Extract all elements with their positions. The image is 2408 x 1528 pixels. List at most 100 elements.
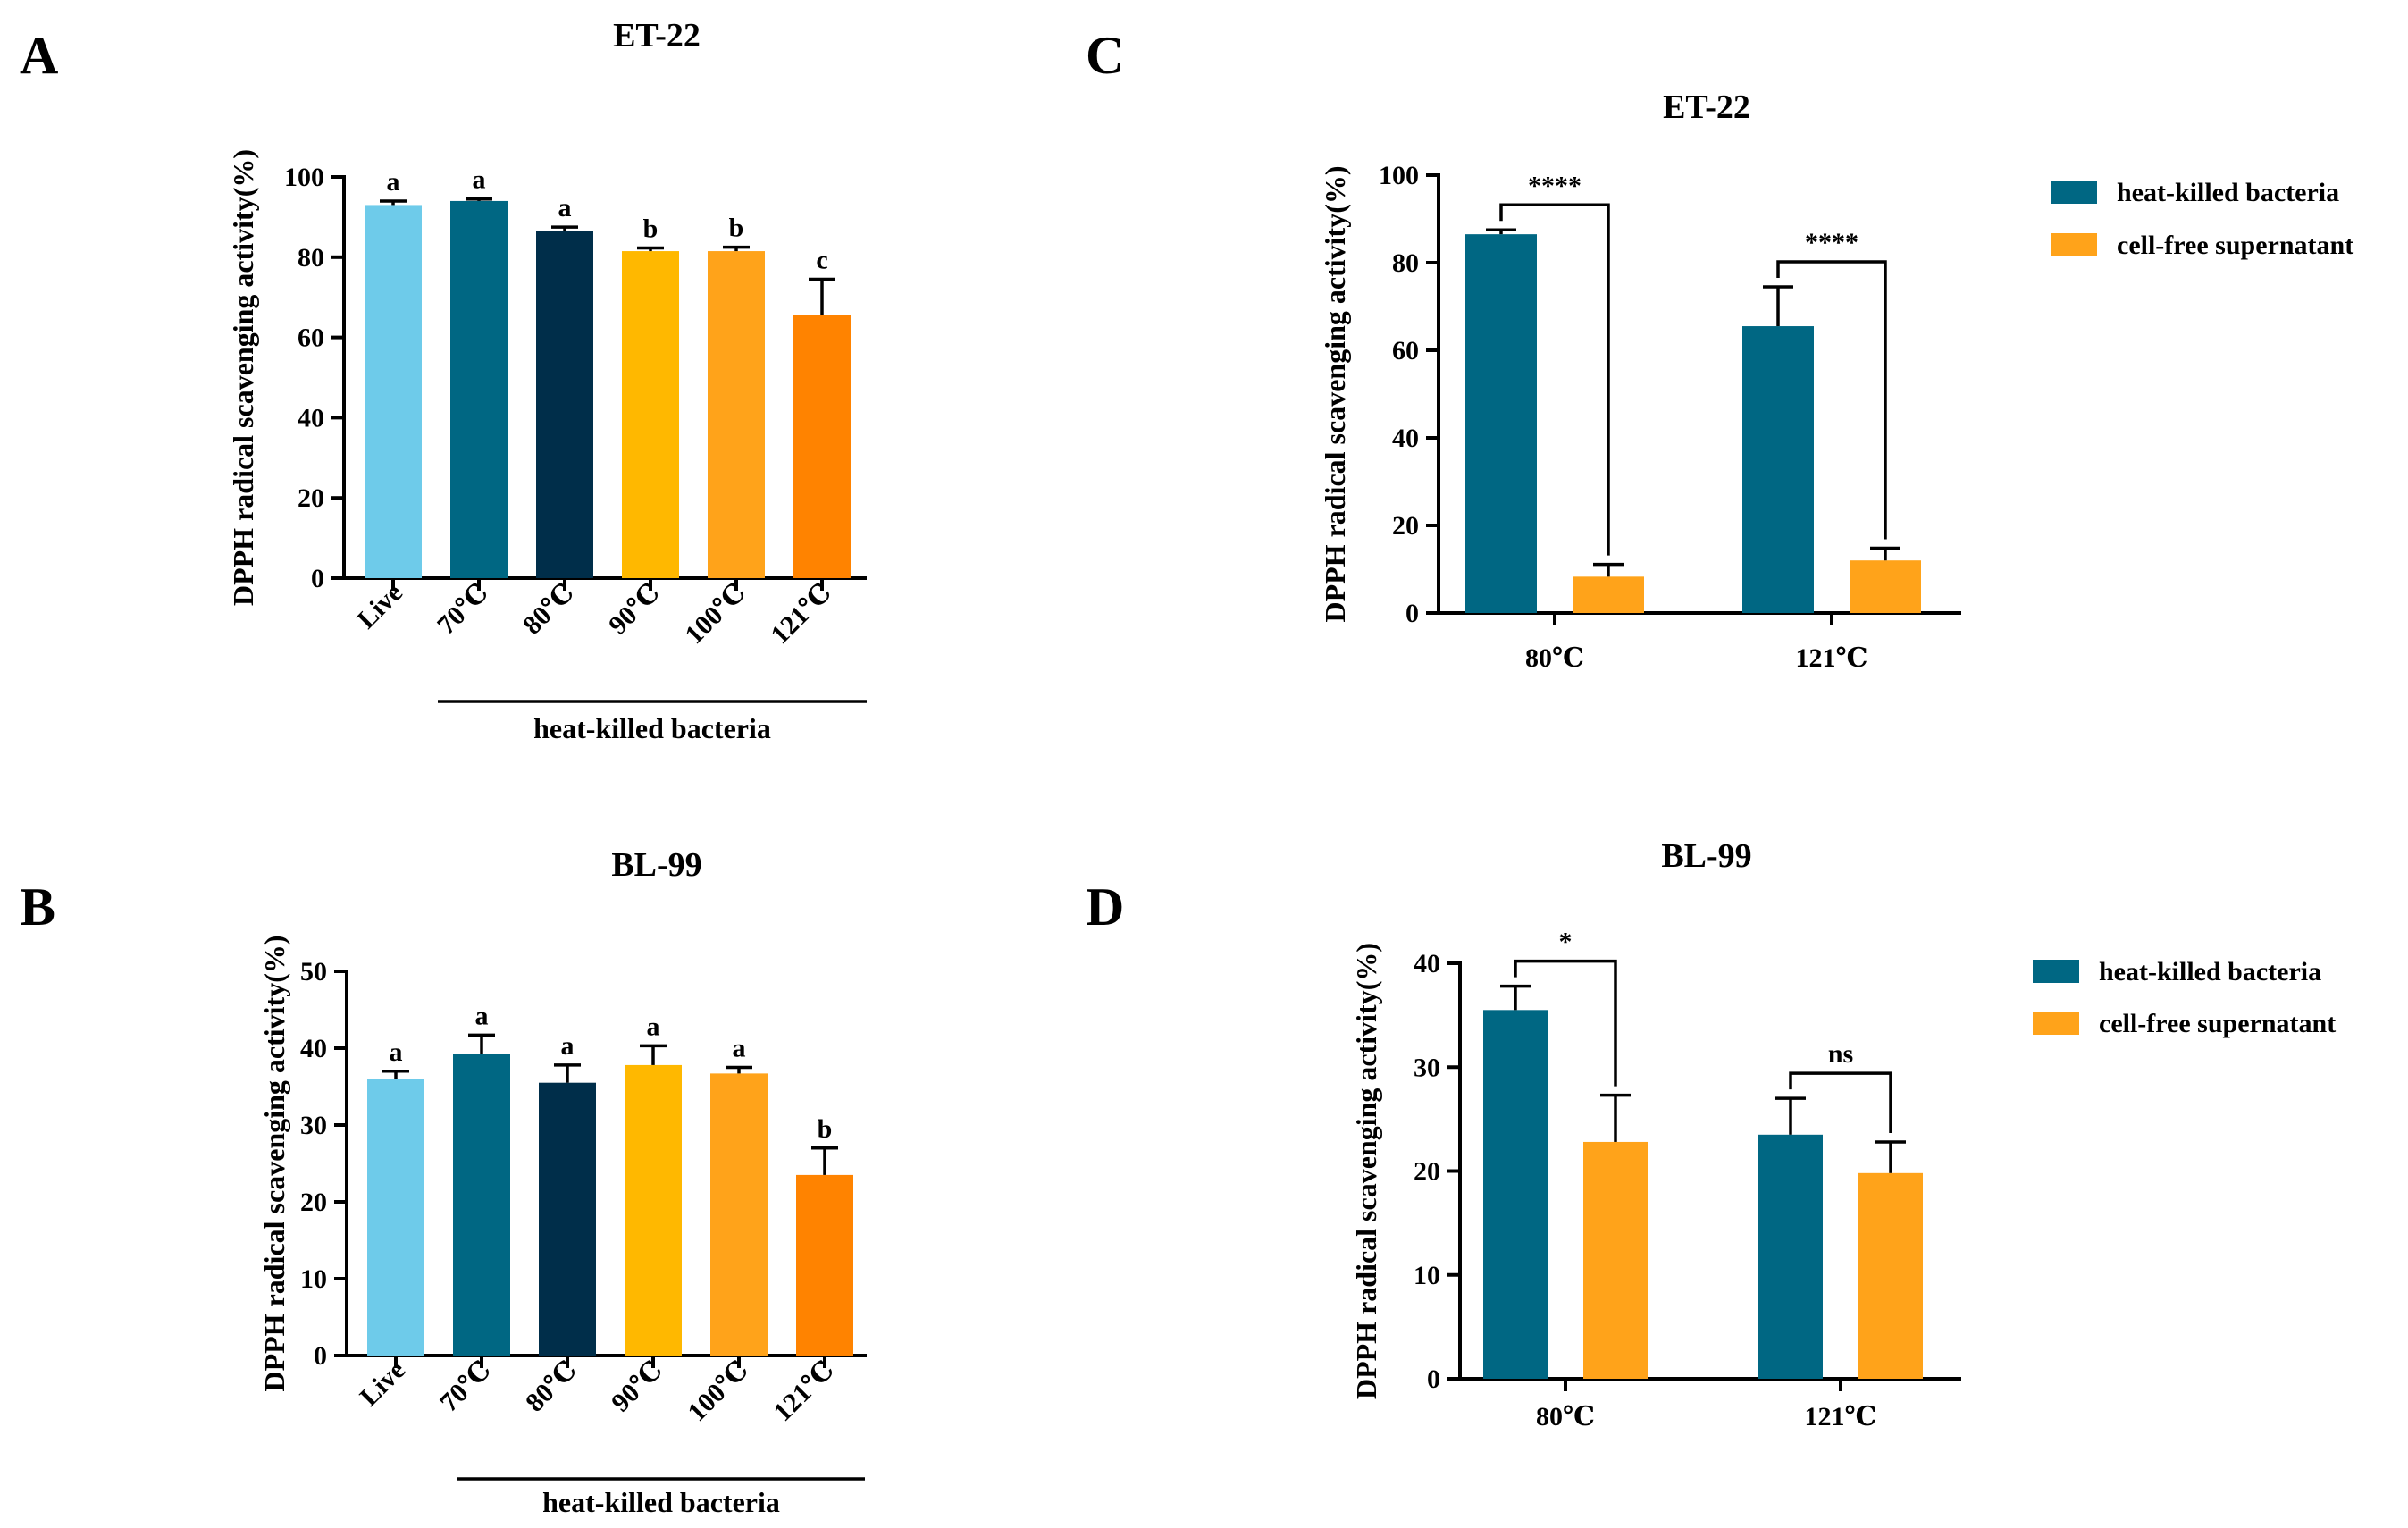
- x-tick-label: 90℃: [606, 1356, 668, 1418]
- significance-letter: a: [558, 193, 572, 222]
- legend-label: heat-killed bacteria: [2117, 178, 2339, 207]
- chart-title: BL-99: [1661, 837, 1751, 875]
- panel-b: B BL-99 DPPH radical scavenging activity(%…: [20, 846, 867, 1518]
- y-tick-label: 0: [1427, 1364, 1440, 1394]
- bar-1: [453, 1054, 510, 1356]
- bar-heat-killed-1: [1758, 1134, 1823, 1379]
- bar-0: [367, 1079, 424, 1356]
- significance-letter: a: [647, 1012, 660, 1041]
- chart-title: BL-99: [611, 846, 701, 884]
- x-tick-label: Live: [352, 578, 408, 634]
- y-tick-label: 100: [1379, 161, 1419, 190]
- x-tick-label: 121℃: [765, 578, 837, 651]
- significance-bracket: [1514, 959, 1617, 1087]
- significance-letter: c: [816, 245, 827, 274]
- y-tick-label: 20: [300, 1188, 327, 1217]
- panel-letter: D: [1086, 877, 1124, 936]
- y-tick-label: 20: [1414, 1157, 1440, 1187]
- significance-bracket: [1499, 203, 1610, 556]
- chart-title: ET-22: [613, 17, 701, 55]
- group-label: heat-killed bacteria: [533, 712, 771, 744]
- y-tick-label: 30: [1414, 1053, 1440, 1082]
- x-tick-label: 100℃: [682, 1356, 754, 1428]
- significance-letter: a: [390, 1037, 403, 1067]
- y-tick-label: 10: [300, 1264, 327, 1294]
- x-tick-label: 80℃: [1536, 1402, 1595, 1431]
- group-label: heat-killed bacteria: [542, 1486, 780, 1518]
- bar-3: [622, 251, 679, 578]
- legend-swatch: [2051, 181, 2097, 204]
- x-tick-label: 80℃: [520, 1356, 583, 1418]
- y-tick-label: 10: [1414, 1261, 1440, 1290]
- x-tick-label: 121℃: [768, 1356, 840, 1428]
- y-tick-label: 40: [1414, 949, 1440, 978]
- y-tick-label: 0: [314, 1341, 327, 1371]
- bar-2: [539, 1082, 596, 1356]
- bar-5: [793, 315, 851, 578]
- y-tick-label: 50: [300, 957, 327, 986]
- significance-letter: b: [643, 214, 659, 243]
- panel-c: C ET-22 DPPH radical scavenging activity(%…: [1086, 26, 2353, 673]
- chart-title: ET-22: [1663, 88, 1750, 126]
- bar-4: [708, 251, 765, 578]
- significance-label: ****: [1805, 228, 1858, 257]
- y-tick-label: 20: [298, 483, 324, 513]
- significance-label: ns: [1828, 1039, 1853, 1069]
- bar-heat-killed-1: [1742, 326, 1814, 613]
- bar-4: [710, 1073, 768, 1356]
- y-tick-label: 30: [300, 1111, 327, 1140]
- legend-swatch: [2033, 960, 2079, 983]
- y-axis-title: DPPH radical scavenging activity(%): [258, 935, 290, 1391]
- panel-letter: B: [20, 877, 55, 936]
- bar-2: [536, 231, 593, 578]
- bar-1: [450, 200, 508, 578]
- significance-bracket: [1789, 1071, 1892, 1133]
- x-tick-label: 80℃: [1525, 643, 1584, 673]
- y-tick-label: 0: [311, 564, 324, 593]
- x-tick-label: 90℃: [603, 578, 666, 641]
- legend: heat-killed bacteria cell-free supernatan…: [2051, 178, 2353, 260]
- significance-bracket: [1776, 260, 1887, 540]
- y-tick-label: 100: [284, 163, 324, 192]
- y-axis-title: DPPH radical scavenging activity(%): [1319, 165, 1351, 622]
- bar-0: [365, 205, 422, 578]
- significance-label: *: [1559, 928, 1573, 957]
- bar-supernatant-1: [1850, 560, 1921, 613]
- panel-a: A ET-22 DPPH radical scavenging activity(%…: [20, 17, 867, 744]
- significance-letter: a: [561, 1031, 575, 1061]
- y-tick-label: 80: [298, 243, 324, 273]
- significance-letter: a: [387, 167, 400, 197]
- significance-letter: a: [475, 1001, 489, 1030]
- significance-letter: b: [818, 1114, 833, 1144]
- y-tick-label: 40: [1392, 424, 1419, 453]
- bar-heat-killed-0: [1465, 234, 1537, 613]
- legend-label: cell-free supernatant: [2117, 231, 2353, 260]
- bar-heat-killed-0: [1483, 1010, 1548, 1379]
- y-tick-label: 20: [1392, 511, 1419, 541]
- significance-label: ****: [1528, 171, 1582, 200]
- y-tick-label: 40: [300, 1034, 327, 1063]
- x-tick-label: 121℃: [1805, 1402, 1877, 1431]
- x-tick-label: 80℃: [517, 578, 580, 641]
- x-tick-label: 70℃: [432, 578, 494, 641]
- panel-d: D BL-99 DPPH radical scavenging activity(%…: [1086, 837, 2336, 1431]
- legend-swatch: [2051, 233, 2097, 256]
- x-tick-label: 70℃: [434, 1356, 497, 1418]
- panel-letter: C: [1086, 26, 1124, 85]
- bar-supernatant-0: [1573, 576, 1644, 613]
- significance-letter: a: [733, 1034, 746, 1063]
- y-tick-label: 60: [1392, 336, 1419, 365]
- panel-letter: A: [20, 26, 58, 85]
- legend-swatch: [2033, 1012, 2079, 1035]
- bar-supernatant-1: [1858, 1172, 1923, 1379]
- legend-label: cell-free supernatant: [2099, 1009, 2336, 1038]
- bar-supernatant-0: [1583, 1141, 1648, 1379]
- legend-label: heat-killed bacteria: [2099, 957, 2321, 986]
- legend: heat-killed bacteria cell-free supernatan…: [2033, 957, 2336, 1038]
- y-tick-label: 60: [298, 323, 324, 353]
- y-tick-label: 40: [298, 403, 324, 432]
- x-tick-label: 100℃: [679, 578, 751, 651]
- y-tick-label: 0: [1405, 599, 1419, 628]
- y-axis-title: DPPH radical scavenging activity(%): [227, 149, 259, 606]
